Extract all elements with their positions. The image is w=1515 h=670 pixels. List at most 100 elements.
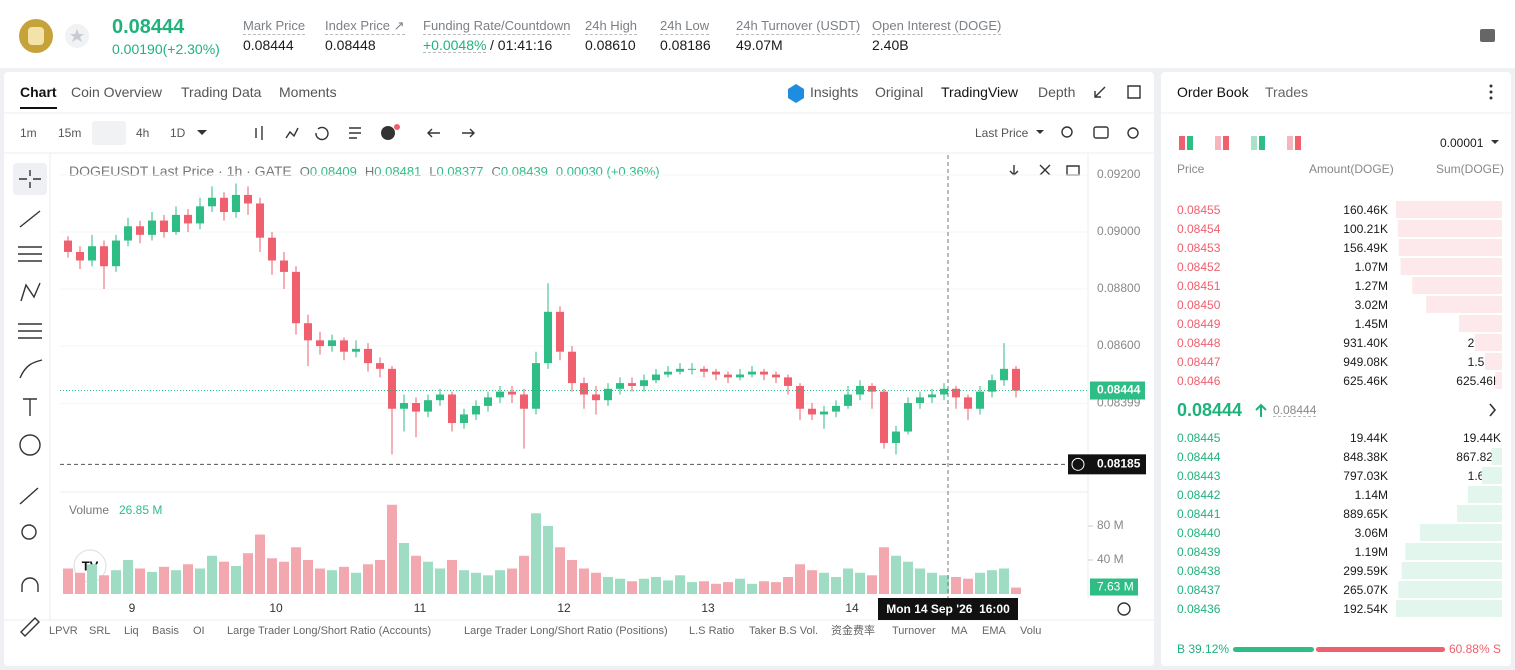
candle-body (232, 194, 240, 213)
interval[interactable]: 4h (136, 126, 150, 140)
book-price[interactable]: 0.08443 (1177, 469, 1221, 483)
trendline-tool[interactable] (19, 210, 41, 228)
book-price[interactable]: 0.08449 (1177, 317, 1221, 331)
book-amount: 1.14M (1354, 488, 1388, 502)
indicator[interactable]: Turnover (892, 625, 936, 637)
layout-icon[interactable] (1179, 136, 1185, 150)
book-amount: 192.54K (1343, 602, 1388, 616)
chart-tab[interactable]: Moments (279, 84, 337, 100)
brush-tool[interactable] (19, 359, 43, 379)
indicator[interactable]: Liq (124, 625, 139, 637)
book-price[interactable]: 0.08452 (1177, 260, 1221, 274)
emoji-tool[interactable] (19, 434, 41, 456)
candle-body (988, 380, 996, 392)
layout-icon[interactable] (1215, 136, 1221, 150)
indicator[interactable]: SRL (89, 625, 111, 637)
candle-body (712, 371, 720, 375)
book-price[interactable]: 0.08448 (1177, 336, 1221, 350)
col-amount: Amount(DOGE) (1309, 162, 1394, 176)
book-price[interactable]: 0.08437 (1177, 583, 1221, 597)
indicator[interactable]: MA (951, 625, 968, 637)
layout-icon[interactable] (1251, 136, 1257, 150)
fib-tool[interactable] (18, 246, 42, 262)
settings-icon[interactable] (1480, 29, 1495, 42)
camera-icon[interactable] (1093, 126, 1109, 139)
indicator[interactable]: LPVR (49, 625, 78, 637)
depth-bar (1398, 581, 1502, 598)
book-price[interactable]: 0.08438 (1177, 564, 1221, 578)
book-price[interactable]: 0.08439 (1177, 545, 1221, 559)
indicator-add[interactable] (381, 126, 395, 140)
reset-icon[interactable] (1117, 602, 1131, 616)
indicator[interactable]: OI (193, 625, 205, 637)
interval[interactable]: 1m (20, 126, 37, 140)
indicator[interactable]: 资金费率 (831, 625, 875, 637)
chevron[interactable] (1489, 403, 1497, 417)
volume-bar (591, 572, 601, 594)
layout-icon[interactable] (1287, 136, 1293, 150)
gear-icon[interactable] (1127, 127, 1139, 139)
indicator[interactable]: Large Trader Long/Short Ratio (Accounts) (227, 625, 432, 637)
indicator[interactable]: EMA (982, 625, 1006, 637)
candle-body (952, 388, 960, 398)
candle-body (628, 383, 636, 386)
volume-bar (219, 561, 229, 594)
projection-tool[interactable] (18, 323, 42, 339)
edit-tool[interactable] (20, 617, 40, 637)
book-price[interactable]: 0.08455 (1177, 203, 1221, 217)
book-layout-icons[interactable] (1179, 136, 1301, 150)
interval[interactable]: 1D (170, 126, 186, 140)
pattern-tool[interactable] (20, 282, 41, 302)
stat-value: 0.08444 (243, 37, 294, 53)
chart-tab[interactable]: Chart (20, 85, 57, 109)
search-icon[interactable] (1061, 126, 1073, 138)
book-price[interactable]: 0.08441 (1177, 507, 1221, 521)
precision[interactable]: 0.00001 (1440, 136, 1484, 150)
indicator[interactable]: Basis (152, 625, 179, 637)
book-price[interactable]: 0.08436 (1177, 602, 1221, 616)
indicator[interactable]: Taker B.S Vol. (749, 625, 819, 637)
indicator[interactable]: Volu (1020, 625, 1042, 637)
chart-tools[interactable] (255, 126, 475, 141)
interval[interactable]: 15m (58, 126, 82, 140)
price-source[interactable]: Last Price (975, 126, 1029, 140)
view-tab[interactable]: Original (875, 84, 924, 100)
view-tab[interactable]: TradingView (941, 84, 1019, 100)
candle-body (820, 411, 828, 415)
volume-bar (459, 570, 469, 594)
crosshair-tool[interactable] (19, 170, 41, 188)
layout-icon[interactable] (1295, 136, 1301, 150)
layout-icon[interactable] (1259, 136, 1265, 150)
book-price[interactable]: 0.08445 (1177, 431, 1221, 445)
pane-tools[interactable] (1009, 164, 1080, 176)
book-tab[interactable]: Order Book (1177, 84, 1249, 100)
zoom-tool[interactable] (21, 524, 37, 540)
book-price[interactable]: 0.08454 (1177, 222, 1221, 236)
book-price[interactable]: 0.08451 (1177, 279, 1221, 293)
volume-bar (123, 560, 133, 594)
layout-icon[interactable] (1187, 136, 1193, 150)
book-price[interactable]: 0.08453 (1177, 241, 1221, 255)
volume-bar (627, 581, 637, 594)
book-price[interactable]: 0.08446 (1177, 374, 1221, 388)
book-tab[interactable]: Trades (1265, 84, 1309, 100)
volume-bar (243, 553, 253, 594)
text-tool[interactable] (23, 398, 37, 416)
panel-tools[interactable] (1094, 85, 1141, 99)
book-price[interactable]: 0.08444 (1177, 450, 1221, 464)
view-tab[interactable]: Insights (810, 84, 859, 100)
indicator[interactable]: L.S Ratio (689, 625, 735, 637)
stat-label: Open Interest (DOGE) (872, 18, 1002, 35)
book-price[interactable]: 0.08440 (1177, 526, 1221, 540)
indicator[interactable]: Large Trader Long/Short Ratio (Positions… (464, 625, 668, 637)
book-price[interactable]: 0.08442 (1177, 488, 1221, 502)
view-tab[interactable]: Depth (1038, 84, 1076, 100)
measure-tool[interactable] (19, 487, 39, 505)
magnet-tool[interactable] (21, 577, 39, 592)
chart-tab[interactable]: Coin Overview (71, 84, 163, 100)
book-price[interactable]: 0.08450 (1177, 298, 1221, 312)
chart-tab[interactable]: Trading Data (181, 84, 262, 100)
layout-icon[interactable] (1223, 136, 1229, 150)
candle-body (484, 397, 492, 406)
book-price[interactable]: 0.08447 (1177, 355, 1221, 369)
